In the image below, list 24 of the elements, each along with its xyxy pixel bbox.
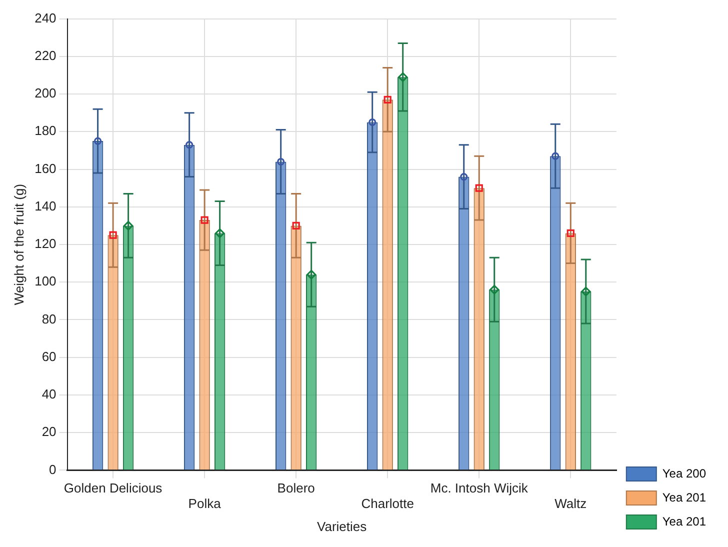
y-tick-label: 180 xyxy=(34,123,56,138)
y-tick-label: 240 xyxy=(34,10,56,26)
y-tick-label: 200 xyxy=(34,86,56,101)
y-tick-label: 120 xyxy=(34,236,56,252)
y-tick-label: 20 xyxy=(42,424,56,440)
x-tick-label: Waltz xyxy=(554,496,587,512)
x-axis-title: Varieties xyxy=(317,518,368,534)
x-tick-label: Mc. Intosh Wijcik xyxy=(430,480,528,496)
y-tick-label: 60 xyxy=(42,348,56,364)
x-tick-label: Charlotte xyxy=(361,496,414,512)
y-tick-label: 40 xyxy=(42,386,56,402)
y-tick-label: 140 xyxy=(34,198,56,214)
legend-label: Yea 200 xyxy=(662,466,706,480)
y-tick-label: 0 xyxy=(49,462,56,477)
y-tick-label: 100 xyxy=(34,274,56,289)
legend-label: Yea 201 xyxy=(662,514,706,528)
y-axis-title: Weight of the fruit (g) xyxy=(11,184,26,306)
x-tick-label: Polka xyxy=(188,496,222,512)
y-tick-label: 220 xyxy=(34,48,56,63)
y-tick-label: 160 xyxy=(34,160,56,176)
x-tick-label: Golden Delicious xyxy=(64,480,163,496)
x-tick-label: Bolero xyxy=(277,480,315,496)
y-tick-label: 80 xyxy=(42,311,56,326)
legend-label: Yea 201 xyxy=(662,490,706,504)
